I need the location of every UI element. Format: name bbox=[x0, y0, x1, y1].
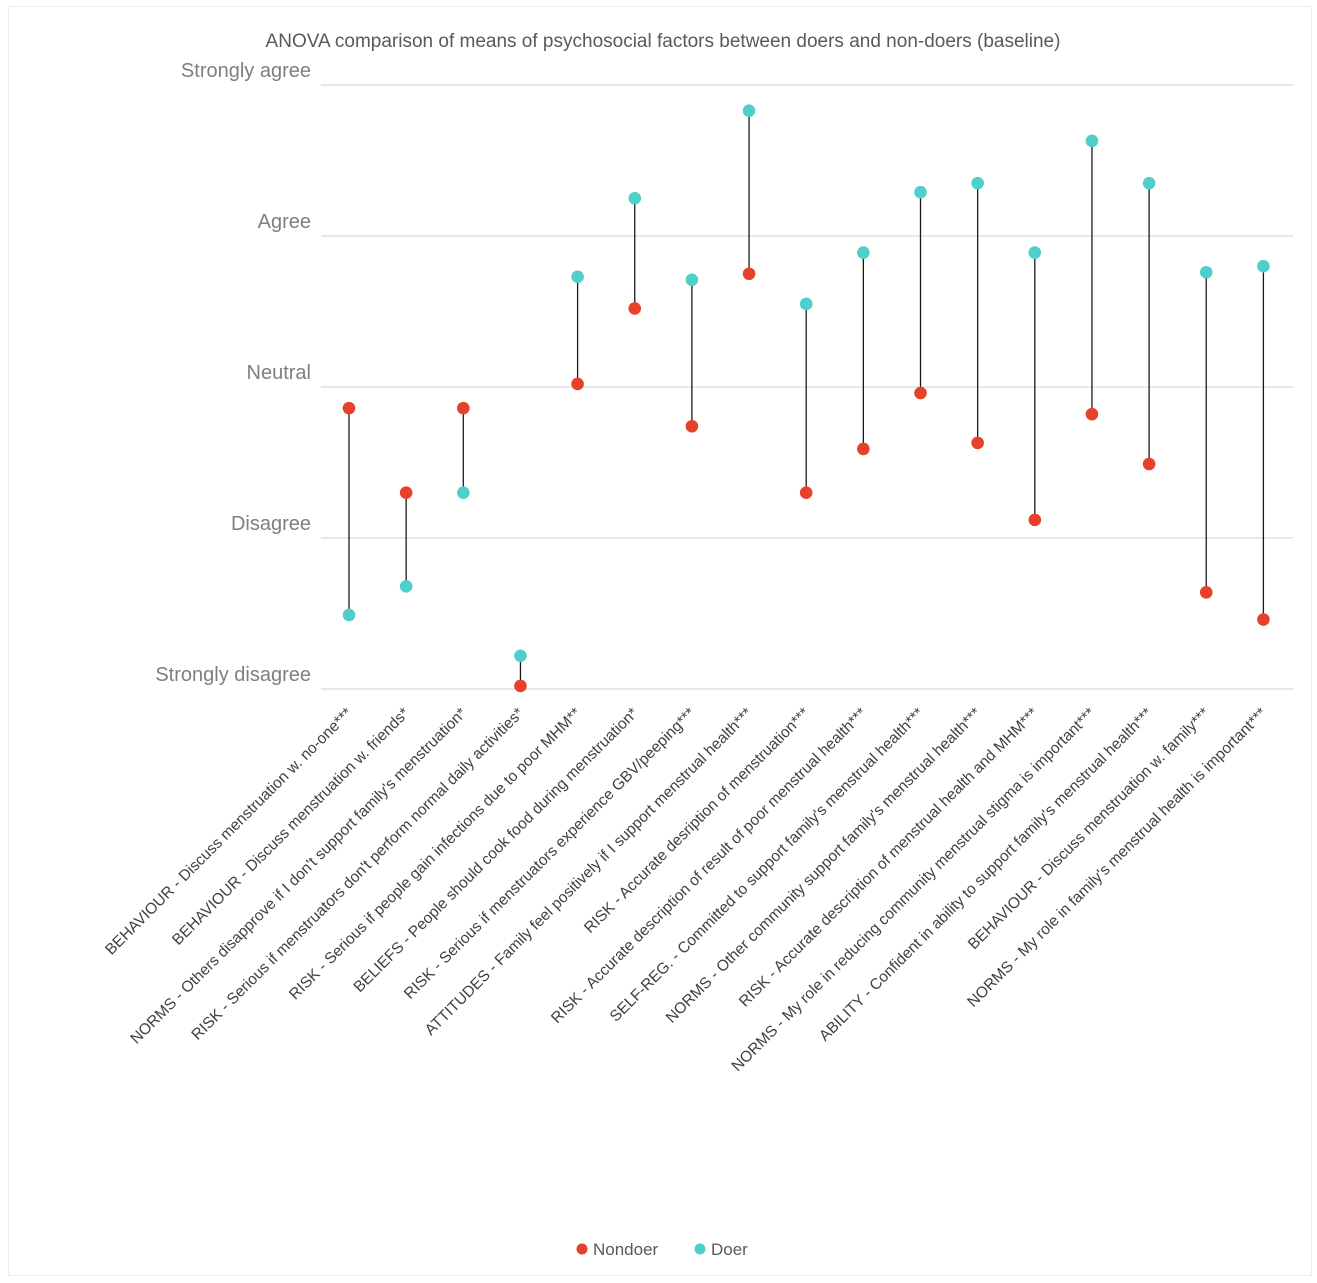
doer-point bbox=[1257, 259, 1270, 273]
nondoer-point bbox=[742, 267, 756, 281]
nondoer-point bbox=[628, 302, 642, 315]
legend-label-doer: Doer bbox=[711, 1240, 748, 1259]
doer-point bbox=[742, 104, 756, 117]
nondoer-point bbox=[571, 377, 584, 391]
legend-marker-nondoer bbox=[576, 1243, 588, 1255]
doer-point bbox=[1142, 176, 1156, 190]
legend-label-nondoer: Nondoer bbox=[593, 1240, 659, 1259]
doer-point bbox=[857, 246, 870, 259]
doer-point bbox=[571, 270, 584, 284]
chart-frame bbox=[8, 6, 1312, 1276]
nondoer-point bbox=[914, 386, 927, 400]
doer-point bbox=[342, 608, 356, 622]
nondoer-point bbox=[1257, 613, 1270, 626]
doer-point bbox=[971, 176, 984, 190]
doer-point bbox=[799, 297, 813, 311]
nondoer-point bbox=[1085, 407, 1099, 421]
connector-lines bbox=[348, 110, 1265, 686]
nondoer-point bbox=[457, 401, 470, 415]
nondoer-point bbox=[514, 679, 527, 693]
nondoer-point bbox=[342, 401, 356, 415]
chart-title: ANOVA comparison of means of psychosocia… bbox=[266, 31, 1061, 52]
nondoer-point bbox=[857, 442, 870, 456]
nondoer-point bbox=[1028, 513, 1042, 527]
y-tick-label: Neutral bbox=[247, 362, 311, 384]
doer-point bbox=[628, 191, 642, 205]
legend-marker-doer bbox=[694, 1243, 706, 1255]
y-tick-label: Strongly disagree bbox=[155, 664, 311, 686]
y-tick-label: Strongly agree bbox=[181, 60, 311, 82]
doer-point bbox=[914, 185, 927, 199]
doer-point bbox=[685, 273, 699, 287]
doer-point bbox=[1028, 246, 1042, 259]
doer-point bbox=[514, 649, 527, 663]
legend: Nondoer Doer bbox=[576, 1240, 748, 1259]
nondoer-point bbox=[399, 486, 413, 500]
nondoer-point bbox=[685, 419, 699, 433]
y-axis-labels: Strongly disagree Disagree Neutral Agree Str… bbox=[155, 60, 311, 686]
x-axis-labels: BEHAVIOUR - Discuss menstruation w. no-o… bbox=[102, 705, 1270, 1075]
data-points bbox=[342, 104, 1270, 693]
doer-point bbox=[1085, 134, 1099, 148]
x-tick-label: NORMS - My role in reducing community me… bbox=[729, 705, 1099, 1075]
doer-point bbox=[457, 486, 470, 500]
doer-point bbox=[1199, 265, 1213, 279]
nondoer-point bbox=[971, 436, 984, 450]
nondoer-point bbox=[799, 486, 813, 500]
y-tick-label: Agree bbox=[258, 211, 311, 233]
y-tick-label: Disagree bbox=[231, 513, 311, 535]
doer-point bbox=[399, 580, 413, 593]
gridlines bbox=[321, 84, 1293, 690]
nondoer-point bbox=[1142, 457, 1156, 471]
nondoer-point bbox=[1199, 586, 1213, 599]
